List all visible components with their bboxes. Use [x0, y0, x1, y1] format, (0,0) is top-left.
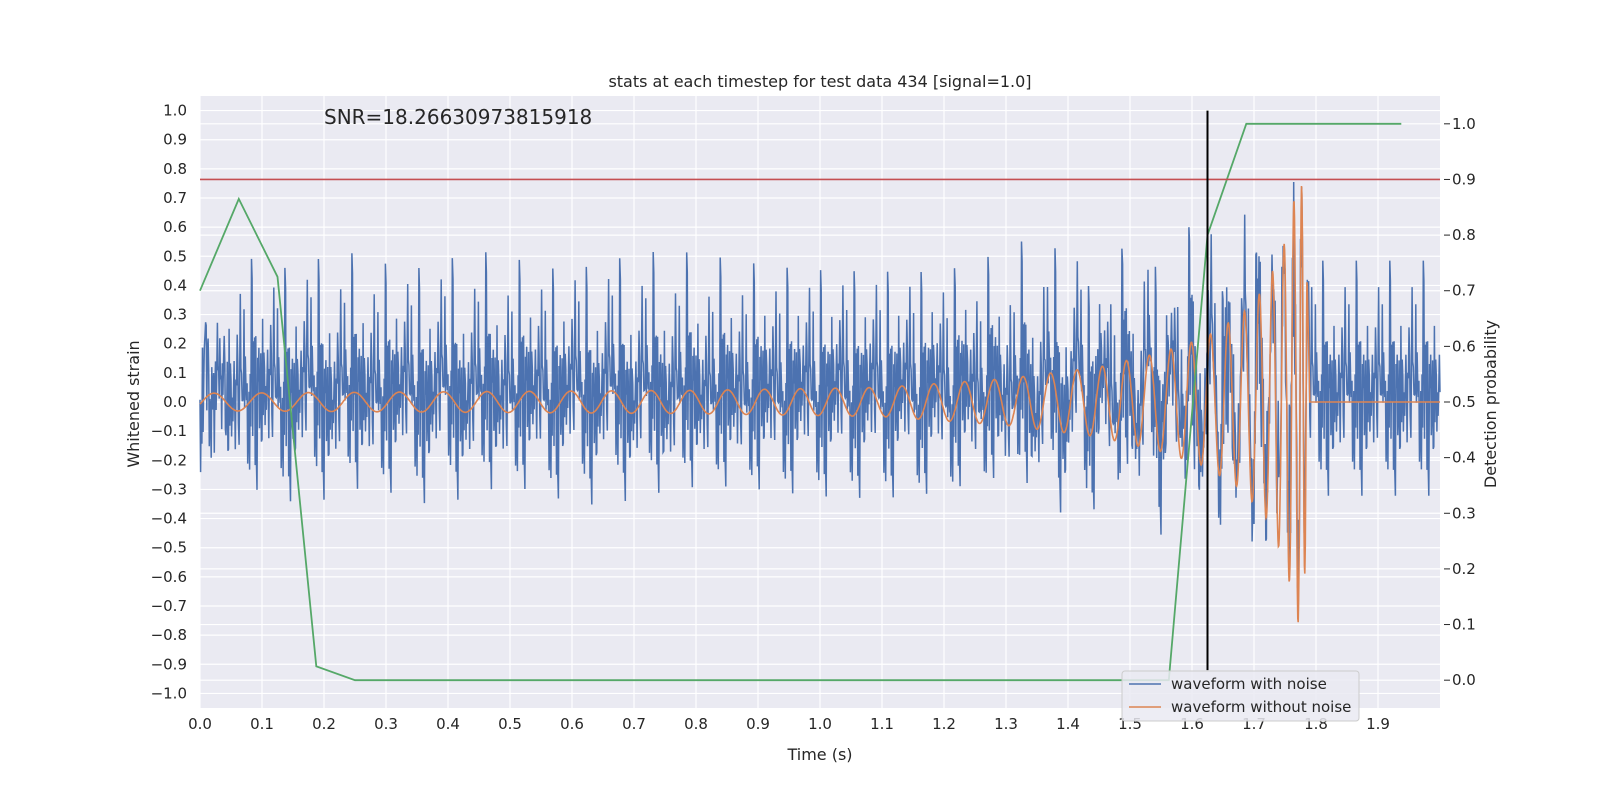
chart-title: stats at each timestep for test data 434… — [608, 72, 1031, 91]
y-right-tick-label: 0.0 — [1452, 671, 1476, 689]
y-left-tick-label: 1.0 — [163, 102, 187, 120]
x-tick-label: 1.3 — [994, 715, 1018, 733]
x-tick-label: 0.6 — [560, 715, 584, 733]
x-tick-label: 1.2 — [932, 715, 956, 733]
x-tick-label: 0.1 — [250, 715, 274, 733]
y-right-tick-label: 0.8 — [1452, 226, 1476, 244]
x-axis-label: Time (s) — [786, 745, 852, 764]
data-layer — [199, 110, 1441, 682]
x-tick-label: 1.1 — [870, 715, 894, 733]
y-right-tick-label: 0.9 — [1452, 170, 1476, 188]
x-tick-label: 1.9 — [1366, 715, 1390, 733]
ticks: 0.0 0.1 0.2 0.3 0.4 0.5 0.6 0.7 0.8 0.9 1.0 1.1 1.2 1… — [151, 102, 1476, 733]
snr-annotation: SNR=18.26630973815918 — [324, 105, 592, 129]
y-right-tick-label: 0.2 — [1452, 560, 1476, 578]
y-axis-right-label: Detection probability — [1481, 320, 1500, 488]
x-tick-label: 0.0 — [188, 715, 212, 733]
y-left-tick-label: −0.1 — [151, 422, 187, 440]
y-axis-left-label: Whitened strain — [124, 340, 143, 467]
y-right-tick-label: 1.0 — [1452, 115, 1476, 133]
y-left-tick-label: 0.9 — [163, 131, 187, 149]
x-tick-label: 0.8 — [684, 715, 708, 733]
y-left-tick-label: −0.4 — [151, 510, 187, 528]
y-left-tick-label: −0.6 — [151, 568, 187, 586]
legend: waveform with noise waveform without noi… — [1121, 670, 1360, 722]
series-detection-probability — [199, 122, 1402, 682]
x-tick-label: 0.9 — [746, 715, 770, 733]
y-right-tick-label: 0.6 — [1452, 337, 1476, 355]
x-tick-label: 0.7 — [622, 715, 646, 733]
y-left-tick-label: −0.8 — [151, 626, 187, 644]
x-tick-label: 0.4 — [436, 715, 460, 733]
x-tick-label: 0.5 — [498, 715, 522, 733]
y-left-tick-label: 0.0 — [163, 393, 187, 411]
y-right-tick-label: 0.4 — [1452, 449, 1476, 467]
y-left-tick-label: −0.7 — [151, 597, 187, 615]
series-waveform-without-noise — [199, 185, 1440, 623]
x-tick-label: 1.0 — [808, 715, 832, 733]
series-waveform-with-noise — [199, 181, 1441, 589]
x-tick-label: 0.2 — [312, 715, 336, 733]
y-left-tick-label: 0.5 — [163, 247, 187, 265]
y-right-tick-label: 0.3 — [1452, 504, 1476, 522]
x-tick-label: 0.3 — [374, 715, 398, 733]
y-right-tick-label: 0.1 — [1452, 616, 1476, 634]
y-left-tick-label: −1.0 — [151, 684, 187, 702]
legend-label-noise: waveform with noise — [1171, 675, 1327, 693]
x-tick-label: 1.4 — [1056, 715, 1080, 733]
y-left-tick-label: −0.3 — [151, 480, 187, 498]
y-right-tick-label: 0.5 — [1452, 393, 1476, 411]
y-left-tick-label: −0.9 — [151, 655, 187, 673]
y-left-tick-label: 0.8 — [163, 160, 187, 178]
y-left-tick-label: −0.2 — [151, 451, 187, 469]
y-right-tick-label: 0.7 — [1452, 282, 1476, 300]
y-left-tick-label: 0.2 — [163, 335, 187, 353]
y-left-tick-label: 0.3 — [163, 306, 187, 324]
y-left-tick-label: 0.4 — [163, 276, 187, 294]
y-left-tick-label: 0.6 — [163, 218, 187, 236]
y-left-tick-label: 0.7 — [163, 189, 187, 207]
y-left-tick-label: −0.5 — [151, 539, 187, 557]
legend-box — [1121, 670, 1360, 722]
legend-label-clean: waveform without noise — [1171, 698, 1351, 716]
y-left-tick-label: 0.1 — [163, 364, 187, 382]
